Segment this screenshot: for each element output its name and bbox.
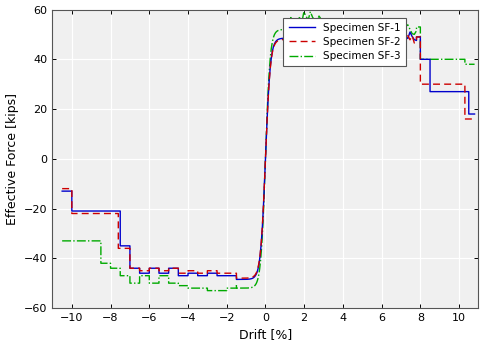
Specimen SF-1 <box>146 266 152 270</box>
Specimen SF-1 <box>305 35 311 39</box>
Specimen SF-3 <box>127 274 133 278</box>
Specimen SF-1 <box>318 33 324 37</box>
Specimen SF-3 <box>307 10 313 14</box>
Specimen SF-3 <box>255 276 261 280</box>
Specimen SF-1 <box>375 37 380 41</box>
Specimen SF-1 <box>472 112 478 116</box>
Specimen SF-1 <box>233 277 239 281</box>
Specimen SF-1 <box>266 87 272 92</box>
Specimen SF-2 <box>233 276 239 280</box>
Specimen SF-3 <box>59 239 65 243</box>
Specimen SF-2 <box>472 117 478 121</box>
Specimen SF-2 <box>318 35 324 39</box>
Specimen SF-3 <box>242 286 248 290</box>
Line: Specimen SF-2: Specimen SF-2 <box>62 33 475 278</box>
Specimen SF-2 <box>266 88 272 92</box>
Specimen SF-3 <box>166 281 171 285</box>
Specimen SF-2 <box>357 31 363 35</box>
Specimen SF-1 <box>127 266 133 270</box>
Specimen SF-1 <box>335 28 341 32</box>
X-axis label: Drift [%]: Drift [%] <box>239 329 292 341</box>
Specimen SF-2 <box>127 266 133 270</box>
Specimen SF-3 <box>204 289 210 293</box>
Line: Specimen SF-1: Specimen SF-1 <box>62 30 475 279</box>
Specimen SF-2 <box>305 34 311 39</box>
Y-axis label: Effective Force [kips]: Effective Force [kips] <box>5 93 18 225</box>
Line: Specimen SF-3: Specimen SF-3 <box>62 12 475 291</box>
Specimen SF-2 <box>59 187 65 191</box>
Specimen SF-3 <box>249 285 255 289</box>
Specimen SF-3 <box>472 62 478 66</box>
Specimen SF-1 <box>59 189 65 193</box>
Specimen SF-2 <box>146 266 152 270</box>
Legend: Specimen SF-1, Specimen SF-2, Specimen SF-3: Specimen SF-1, Specimen SF-2, Specimen S… <box>284 18 406 67</box>
Specimen SF-3 <box>327 20 333 25</box>
Specimen SF-2 <box>375 36 380 40</box>
